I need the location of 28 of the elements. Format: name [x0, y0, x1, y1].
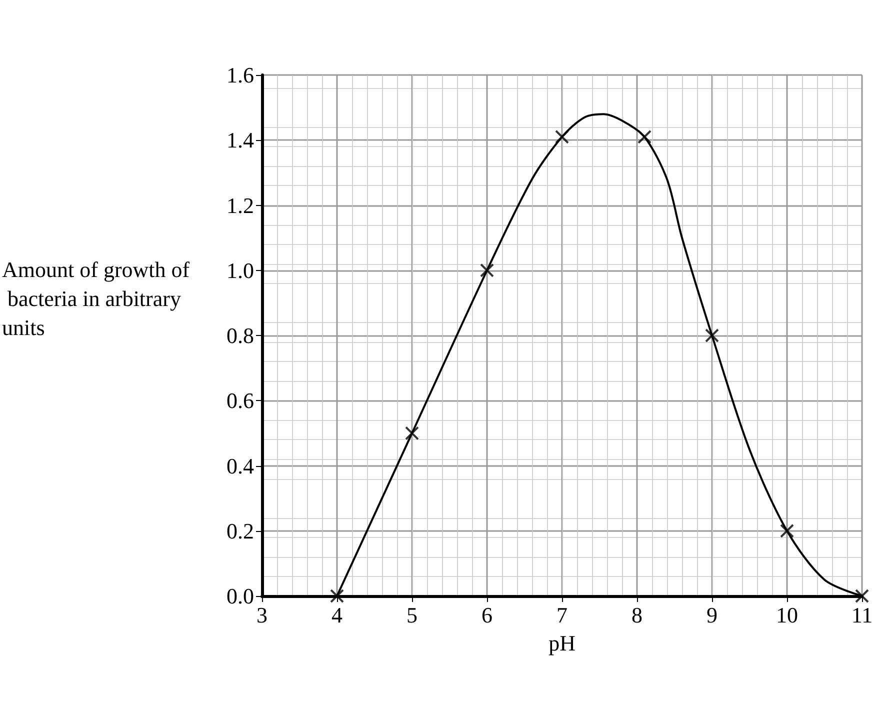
y-tick-label: 1.0 [226, 258, 254, 283]
y-tick-label: 0.6 [226, 388, 254, 414]
y-axis-title: Amount of growth of bacteria in arbitrary units [2, 257, 190, 340]
x-axis-title: pH [548, 630, 576, 656]
point [638, 130, 652, 144]
y-tick-label: 0.0 [226, 584, 254, 608]
y-tick-label: 0.8 [226, 323, 254, 348]
x-tick-label: 10 [776, 602, 798, 628]
y-tick-label: 1.2 [226, 192, 254, 218]
x-tick-label: 5 [406, 602, 418, 628]
point [480, 263, 494, 278]
y-tick-label: 0.4 [226, 453, 254, 478]
x-tick-label: 6 [482, 602, 492, 628]
x-tick-label: 11 [851, 602, 873, 628]
point [855, 589, 869, 603]
x-tick-label: 4 [332, 602, 342, 628]
y-tick-label: 0.2 [226, 518, 254, 544]
y-tick-label: 1.6 [226, 62, 254, 88]
point [780, 524, 794, 538]
point [705, 328, 719, 342]
x-tick-label: 8 [632, 602, 642, 628]
x-tick-label: 7 [556, 602, 568, 628]
point [555, 130, 569, 144]
x-tick-label: 9 [706, 602, 718, 628]
point [405, 426, 419, 440]
point [330, 589, 344, 603]
x-tick-label: 3 [256, 602, 268, 628]
y-tick-label: 1.4 [226, 128, 254, 153]
